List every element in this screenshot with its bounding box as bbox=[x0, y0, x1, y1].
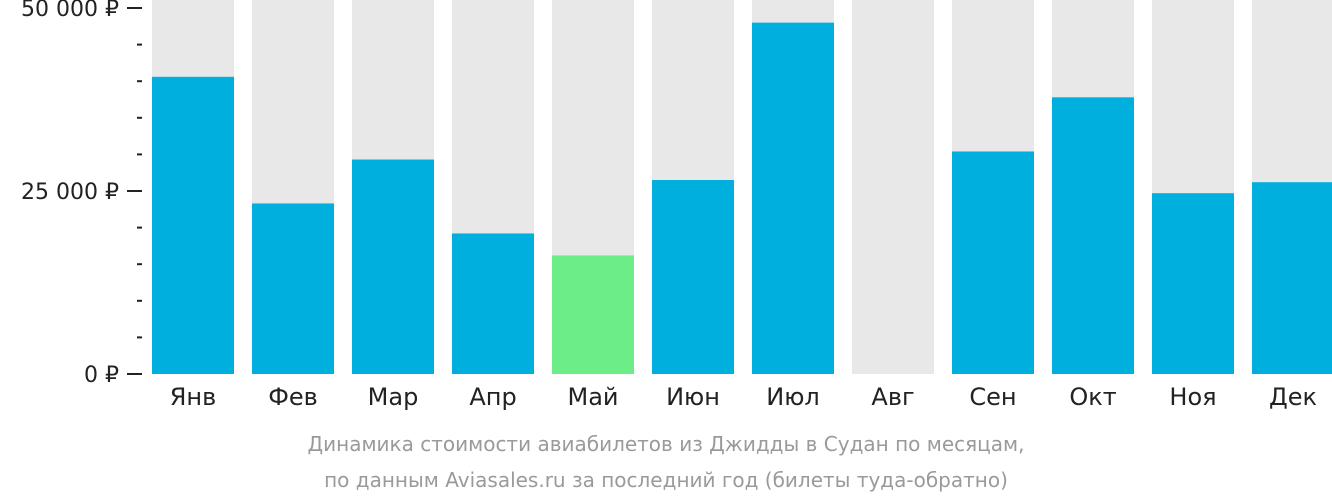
x-tick-label-0: Янв bbox=[170, 383, 217, 411]
chart-caption-line-1: Динамика стоимости авиабилетов из Джидды… bbox=[307, 432, 1025, 456]
bar-3[interactable] bbox=[452, 233, 534, 374]
y-tick-label-2: 50 000 ₽ bbox=[21, 0, 119, 22]
bar-8[interactable] bbox=[952, 151, 1034, 374]
bar-0[interactable] bbox=[152, 76, 234, 375]
x-tick-label-8: Сен bbox=[969, 383, 1016, 411]
x-tick-label-2: Мар bbox=[368, 383, 419, 411]
y-tick-label-0: 0 ₽ bbox=[84, 363, 119, 388]
x-tick-label-3: Апр bbox=[469, 383, 516, 411]
x-tick-label-7: Авг bbox=[871, 383, 914, 411]
chart-caption-line-2: по данным Aviasales.ru за последний год … bbox=[324, 468, 1008, 492]
x-tick-label-4: Май bbox=[567, 383, 618, 411]
bar-2[interactable] bbox=[352, 159, 434, 374]
bar-5[interactable] bbox=[652, 180, 734, 374]
x-tick-label-1: Фев bbox=[268, 383, 318, 411]
bar-9[interactable] bbox=[1052, 97, 1134, 374]
x-tick-label-5: Июн bbox=[666, 383, 720, 411]
x-tick-label-6: Июл bbox=[766, 383, 820, 411]
bar-6[interactable] bbox=[752, 22, 834, 374]
y-axis: 0 ₽ 25 000 ₽ 50 000 ₽ bbox=[21, 0, 142, 388]
bar-11[interactable] bbox=[1252, 182, 1332, 374]
bar-1[interactable] bbox=[252, 203, 334, 374]
x-tick-label-10: Ноя bbox=[1169, 383, 1216, 411]
bar-4[interactable] bbox=[552, 255, 634, 374]
x-tick-label-9: Окт bbox=[1069, 383, 1116, 411]
bars bbox=[152, 22, 1332, 375]
x-tick-label-11: Дек bbox=[1269, 383, 1317, 411]
x-axis-labels: Янв Фев Мар Апр Май Июн Июл Авг Сен Окт Ноя Дек bbox=[170, 383, 1317, 411]
y-tick-label-1: 25 000 ₽ bbox=[21, 180, 119, 205]
bar-10[interactable] bbox=[1152, 193, 1234, 374]
column-background-7 bbox=[852, 0, 934, 374]
